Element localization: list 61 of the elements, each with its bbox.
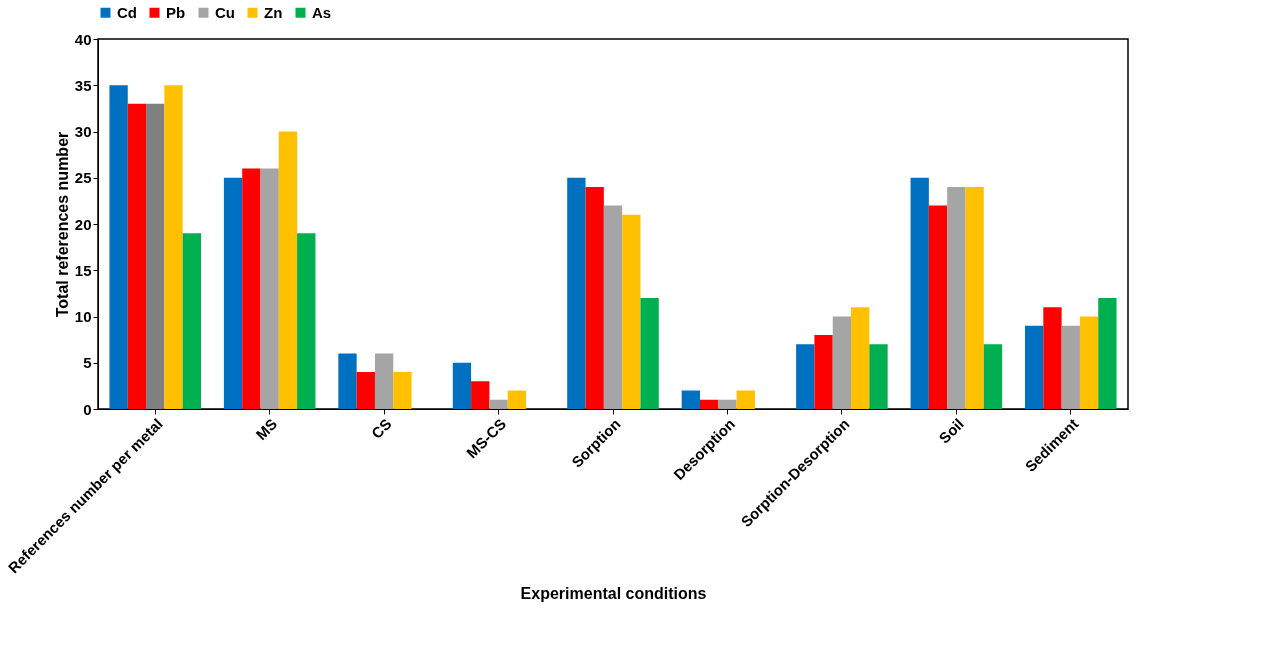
bar bbox=[640, 298, 659, 409]
x-tick-label: MS bbox=[252, 415, 281, 444]
bar bbox=[681, 390, 700, 409]
y-tick-label: 15 bbox=[74, 261, 92, 279]
bar bbox=[452, 362, 472, 409]
bar bbox=[278, 131, 298, 409]
y-tick-label: 5 bbox=[83, 354, 92, 372]
bar bbox=[718, 399, 737, 409]
bar bbox=[109, 85, 128, 409]
bar bbox=[869, 344, 888, 409]
y-tick-label: 10 bbox=[74, 308, 92, 325]
bar bbox=[983, 344, 1003, 409]
x-tick-label: Soil bbox=[935, 415, 967, 447]
bar bbox=[1061, 325, 1080, 409]
bar bbox=[1043, 307, 1062, 409]
bar bbox=[699, 399, 719, 409]
y-tick-label: 20 bbox=[74, 215, 92, 233]
bar bbox=[164, 85, 183, 409]
bar bbox=[127, 103, 147, 409]
y-tick-label: 25 bbox=[74, 169, 92, 187]
bar bbox=[242, 168, 261, 409]
legend-label: As bbox=[312, 3, 332, 21]
y-axis-title: Total references number bbox=[53, 131, 71, 318]
y-tick-label: 40 bbox=[74, 30, 92, 48]
y-tick-label: 30 bbox=[74, 123, 92, 140]
bar bbox=[567, 177, 586, 409]
bar bbox=[471, 381, 490, 409]
bar bbox=[796, 344, 815, 409]
legend-label: Cu bbox=[215, 3, 235, 21]
bar bbox=[947, 187, 966, 409]
bar bbox=[832, 316, 852, 409]
bar bbox=[393, 372, 412, 409]
bar bbox=[297, 233, 316, 409]
bar bbox=[1098, 298, 1117, 409]
y-tick-label: 0 bbox=[83, 400, 92, 418]
bar bbox=[814, 335, 833, 409]
bar bbox=[622, 214, 641, 409]
bar bbox=[928, 205, 948, 409]
bar bbox=[910, 177, 929, 409]
bar bbox=[489, 399, 508, 409]
bar bbox=[1079, 316, 1099, 409]
x-tick-label: CS bbox=[367, 415, 395, 442]
bar bbox=[182, 233, 201, 409]
bar bbox=[374, 353, 394, 409]
bar bbox=[965, 187, 984, 409]
bar bbox=[146, 103, 165, 409]
y-tick-label: 35 bbox=[74, 76, 92, 94]
legend-label: Cd bbox=[117, 3, 137, 21]
legend-label: Pb bbox=[166, 3, 186, 21]
legend-label: Zn bbox=[264, 3, 283, 21]
bar bbox=[356, 372, 375, 409]
bar bbox=[260, 168, 279, 409]
bar bbox=[736, 390, 755, 409]
bar bbox=[851, 307, 870, 409]
bar bbox=[585, 187, 604, 409]
bar bbox=[507, 390, 527, 409]
bar bbox=[223, 177, 243, 409]
x-axis-title: Experimental conditions bbox=[520, 585, 707, 603]
bar bbox=[1025, 325, 1044, 409]
bar bbox=[338, 353, 357, 409]
bar bbox=[603, 205, 623, 409]
